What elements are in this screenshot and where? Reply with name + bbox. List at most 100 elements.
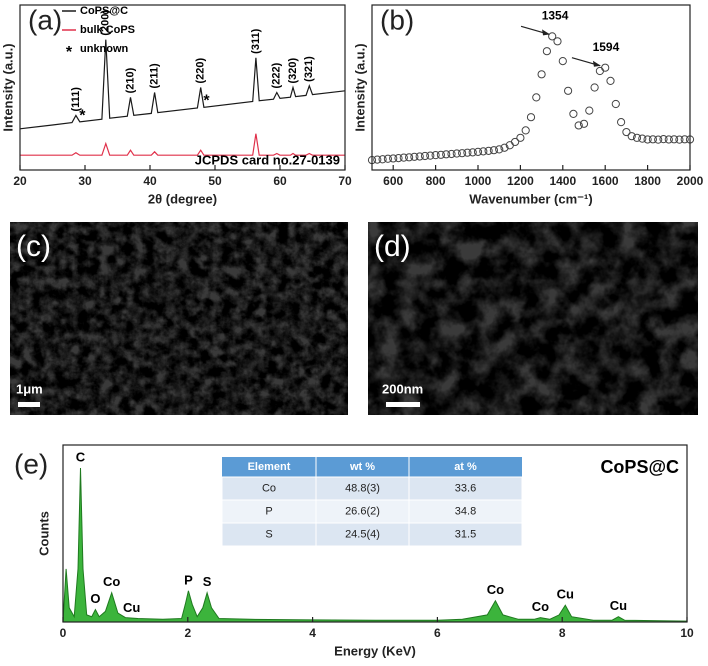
data-point bbox=[590, 83, 599, 92]
x-tick-label: 2000 bbox=[677, 174, 704, 188]
table-cell: Co bbox=[262, 482, 276, 494]
peak-annotation: 1354 bbox=[542, 9, 569, 23]
data-point bbox=[579, 119, 589, 128]
peak-label: (220) bbox=[195, 57, 207, 83]
peak-label: Cu bbox=[123, 600, 140, 615]
data-point bbox=[574, 121, 583, 130]
data-point bbox=[489, 146, 498, 155]
data-point bbox=[415, 152, 424, 161]
panel: **(111)(200)(210) (211) (220)(311)(222) (32… bbox=[0, 4, 352, 206]
x-tick-label: 0 bbox=[60, 626, 67, 640]
peak-annotation: 1594 bbox=[593, 40, 620, 54]
data-point bbox=[585, 106, 594, 115]
sem-panel-c: (c) 1μm bbox=[10, 222, 348, 415]
data-point bbox=[426, 151, 435, 160]
peak-label: Co bbox=[487, 582, 504, 597]
legend-label: unknown bbox=[80, 43, 129, 55]
panel: 1354 1594 600 800 1000 1200 1400 1600 1800 2000 Wa… bbox=[352, 4, 703, 206]
peak-label: (211) bbox=[148, 63, 160, 88]
data-point bbox=[680, 135, 689, 144]
x-tick-label: 40 bbox=[143, 174, 157, 188]
data-point bbox=[569, 109, 578, 119]
data-point bbox=[378, 155, 387, 164]
peak-label: Co bbox=[103, 574, 120, 589]
data-point bbox=[521, 126, 530, 135]
panel-label: (b) bbox=[380, 4, 414, 35]
x-tick-label: 1400 bbox=[549, 174, 576, 188]
peak-label: O bbox=[90, 591, 100, 606]
data-point bbox=[495, 145, 504, 154]
sample-label: CoPS@C bbox=[600, 457, 679, 477]
data-point bbox=[627, 132, 636, 141]
peak-label: (200) bbox=[100, 10, 112, 36]
data-line bbox=[20, 133, 345, 156]
y-axis-label: Intensity (a.u.) bbox=[0, 43, 15, 131]
data-point bbox=[542, 47, 552, 56]
peak-label: P bbox=[184, 572, 193, 587]
peak-label: (222) bbox=[271, 62, 283, 88]
scale-bar bbox=[386, 402, 420, 407]
data-point bbox=[436, 150, 445, 159]
x-tick-label: 6 bbox=[434, 626, 441, 640]
x-tick-label: 800 bbox=[426, 174, 446, 188]
table-cell: 31.5 bbox=[455, 528, 476, 540]
table-row bbox=[221, 522, 523, 547]
data-line bbox=[19, 39, 346, 130]
data-point bbox=[468, 148, 477, 157]
data-point bbox=[622, 127, 631, 137]
panel-label: (d) bbox=[374, 230, 411, 263]
x-tick-label: 50 bbox=[208, 174, 222, 188]
data-point bbox=[373, 155, 382, 164]
data-point bbox=[463, 148, 472, 157]
table-cell: 24.5(4) bbox=[345, 528, 380, 540]
unknown-marker: * bbox=[203, 93, 210, 110]
peak-label: Co bbox=[532, 599, 549, 614]
table-cell: S bbox=[265, 528, 272, 540]
x-axis-label: Wavenumber (cm⁻¹) bbox=[469, 191, 592, 206]
scale-bar bbox=[18, 402, 40, 407]
x-tick-label: 1000 bbox=[465, 174, 492, 188]
table-cell: 34.8 bbox=[455, 505, 476, 517]
y-axis-label: Intensity (a.u.) bbox=[352, 43, 367, 131]
peak-label: Cu bbox=[557, 587, 574, 602]
data-point bbox=[654, 135, 663, 144]
data-point bbox=[659, 135, 668, 144]
peak-label: (210) bbox=[124, 67, 136, 93]
plot-frame bbox=[19, 4, 346, 171]
data-point bbox=[670, 135, 679, 144]
peak-label: (111) bbox=[70, 87, 82, 112]
annotation: JCPDS card no.27-0139 bbox=[195, 152, 340, 167]
data-point bbox=[617, 118, 626, 127]
data-point bbox=[431, 151, 440, 160]
data-point bbox=[442, 150, 451, 159]
data-point bbox=[606, 76, 615, 86]
x-axis-label: 2θ (degree) bbox=[148, 191, 217, 206]
peak-label: (321) bbox=[303, 56, 315, 82]
table-cell: 48.8(3) bbox=[345, 482, 380, 494]
table-cell: P bbox=[265, 505, 272, 517]
table-cell: 26.6(2) bbox=[345, 505, 380, 517]
data-point bbox=[389, 154, 398, 163]
peak-label: (320) bbox=[287, 57, 299, 83]
data-point bbox=[479, 147, 488, 156]
x-tick-label: 2 bbox=[184, 626, 191, 640]
arrow-head bbox=[542, 29, 551, 36]
x-tick-label: 8 bbox=[559, 626, 566, 640]
plot-frame bbox=[62, 444, 688, 623]
sem-texture bbox=[368, 222, 698, 415]
data-point bbox=[553, 37, 562, 46]
legend-label: CoPS@C bbox=[80, 5, 128, 17]
data-point bbox=[410, 152, 419, 161]
data-point bbox=[516, 133, 525, 142]
x-tick-label: 30 bbox=[78, 174, 92, 188]
legend-label: bulk CoPS bbox=[80, 24, 135, 36]
x-tick-label: 20 bbox=[13, 174, 27, 188]
y-axis-label: Counts bbox=[36, 511, 51, 556]
scale-bar-label: 200nm bbox=[382, 381, 423, 396]
x-axis-label: Energy (KeV) bbox=[334, 643, 416, 658]
data-point bbox=[643, 135, 652, 144]
data-point bbox=[564, 86, 573, 95]
data-point bbox=[558, 57, 567, 66]
